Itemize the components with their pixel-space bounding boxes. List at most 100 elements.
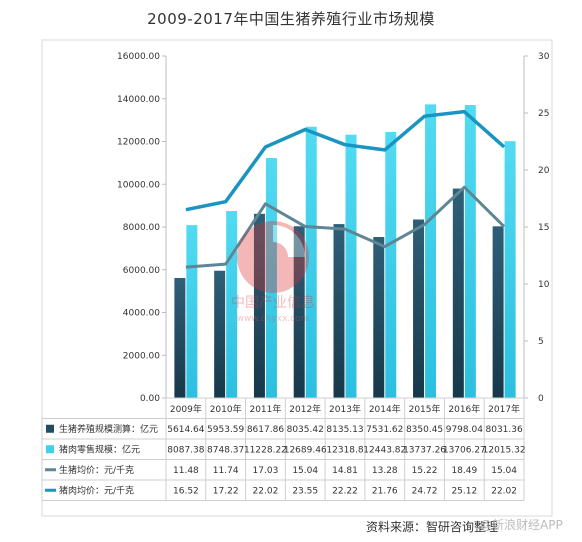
legend-label: 生猪养殖规模测算：亿元: [59, 423, 158, 435]
bar-retail: [504, 141, 516, 398]
table-category-label: 2017年: [488, 403, 520, 415]
bar-retail: [226, 211, 238, 398]
table-category-label: 2016年: [448, 403, 480, 415]
bar-scale: [253, 213, 265, 398]
legend-key-bar: [46, 424, 54, 433]
table-value: 22.22: [332, 486, 358, 496]
line-pork-price: [185, 109, 506, 212]
bar-scale: [373, 237, 385, 398]
bar-retail: [305, 126, 317, 399]
bar-retail: [385, 132, 397, 398]
right-tick-label: 5: [538, 337, 544, 347]
table-value: 15.04: [491, 466, 517, 476]
table-value: 22.02: [491, 486, 517, 496]
table-category-label: 2009年: [170, 403, 202, 415]
table-value: 8087.38: [167, 445, 204, 455]
table-value: 25.12: [451, 486, 477, 496]
line-hog-price: [185, 185, 506, 269]
table-value: 7531.62: [366, 425, 403, 435]
bar-retail: [345, 134, 357, 398]
bar-retail: [464, 105, 476, 399]
bar-scale: [214, 270, 226, 398]
table-value: 22.02: [253, 486, 279, 496]
table-value: 24.72: [412, 486, 438, 496]
table-value: 8748.37: [207, 445, 244, 455]
table-value: 13737.26: [403, 445, 446, 455]
left-tick-label: 8000.00: [123, 223, 160, 233]
right-tick-label: 0: [538, 394, 544, 404]
table-category-label: 2011年: [249, 403, 281, 415]
table-value: 12015.32: [483, 445, 526, 455]
left-tick-label: 0.00: [140, 394, 160, 404]
table-value: 12689.46: [284, 445, 327, 455]
left-tick-label: 16000.00: [117, 52, 160, 62]
data-table: 2009年 2010年 2011年 2012年 2013年 2014年 2015年 2016年…: [41, 397, 526, 501]
table-category-label: 2013年: [329, 403, 361, 415]
left-tick-label: 10000.00: [117, 180, 160, 190]
left-tick-label: 6000.00: [123, 266, 160, 276]
right-tick-label: 10: [538, 280, 550, 290]
bar-scale: [174, 277, 186, 398]
bar-retail: [425, 104, 437, 399]
right-tick-label: 20: [538, 166, 550, 176]
bars: [174, 104, 516, 399]
legend-key-bar: [46, 445, 54, 454]
table-value: 8617.86: [247, 425, 284, 435]
bar-scale: [452, 188, 464, 398]
logo-notch: [273, 225, 305, 257]
left-tick-label: 12000.00: [117, 138, 160, 148]
table-category-label: 2012年: [289, 403, 321, 415]
table-value: 12443.82: [363, 445, 406, 455]
table-value: 21.76: [372, 486, 398, 496]
logo-watermark: 中国产业信息 www.chyxx.com: [231, 221, 315, 324]
logo-cn-text: 中国产业信息: [231, 294, 315, 311]
table-value: 9798.04: [446, 425, 483, 435]
table-value: 13706.27: [443, 445, 486, 455]
legend-label: 猪肉均价：元/千克: [59, 484, 134, 496]
right-axis-ticks: 0 5 10 15 20 25 30: [524, 52, 550, 404]
source-note: 资料来源：智研咨询整理: [366, 520, 499, 534]
chart-frame: [41, 39, 553, 517]
bar-scale: [492, 226, 504, 398]
table-value: 18.49: [451, 466, 477, 476]
table-value: 14.81: [332, 466, 358, 476]
bar-scale: [293, 226, 305, 398]
legend-label: 猪肉零售规模：亿元: [59, 443, 140, 455]
right-tick-label: 25: [538, 109, 549, 119]
table-category-label: 2015年: [409, 403, 441, 415]
right-tick-label: 15: [538, 223, 549, 233]
table-value: 8031.36: [486, 425, 523, 435]
left-axis-ticks: 0.00 2000.00 4000.00 6000.00 8000.00 10000.00…: [117, 52, 166, 404]
legend-label: 生猪均价：元/千克: [59, 464, 134, 476]
left-tick-label: 4000.00: [123, 309, 160, 319]
table-value: 11.48: [173, 466, 199, 476]
left-tick-label: 2000.00: [123, 351, 160, 361]
table-value: 8135.13: [326, 425, 363, 435]
table-value: 15.04: [292, 466, 318, 476]
table-value: 11228.22: [244, 445, 287, 455]
table-category-label: 2010年: [210, 403, 242, 415]
table-value: 11.74: [213, 466, 239, 476]
table-value: 8350.45: [406, 425, 443, 435]
chart-title: 2009-2017年中国生猪养殖行业市场规模: [147, 10, 435, 28]
logo-url-text: www.chyxx.com: [237, 314, 310, 324]
table-value: 12318.8: [326, 445, 363, 455]
table-value: 15.22: [412, 466, 438, 476]
bar-retail: [265, 157, 277, 398]
table-value: 8035.42: [287, 425, 324, 435]
table-value: 17.03: [253, 466, 279, 476]
right-tick-label: 30: [538, 52, 550, 62]
watermark: @新浪财经APP: [480, 518, 563, 532]
table-value: 5614.64: [167, 425, 204, 435]
table-value: 16.52: [173, 486, 199, 496]
bar-scale: [413, 219, 425, 398]
lines: [185, 109, 506, 269]
left-tick-label: 14000.00: [117, 95, 160, 105]
table-value: 17.22: [213, 486, 239, 496]
table-category-label: 2014年: [369, 403, 401, 415]
bar-retail: [186, 225, 198, 398]
logo-circle: [237, 221, 309, 293]
table-value: 13.28: [372, 466, 398, 476]
bar-scale: [333, 224, 345, 398]
